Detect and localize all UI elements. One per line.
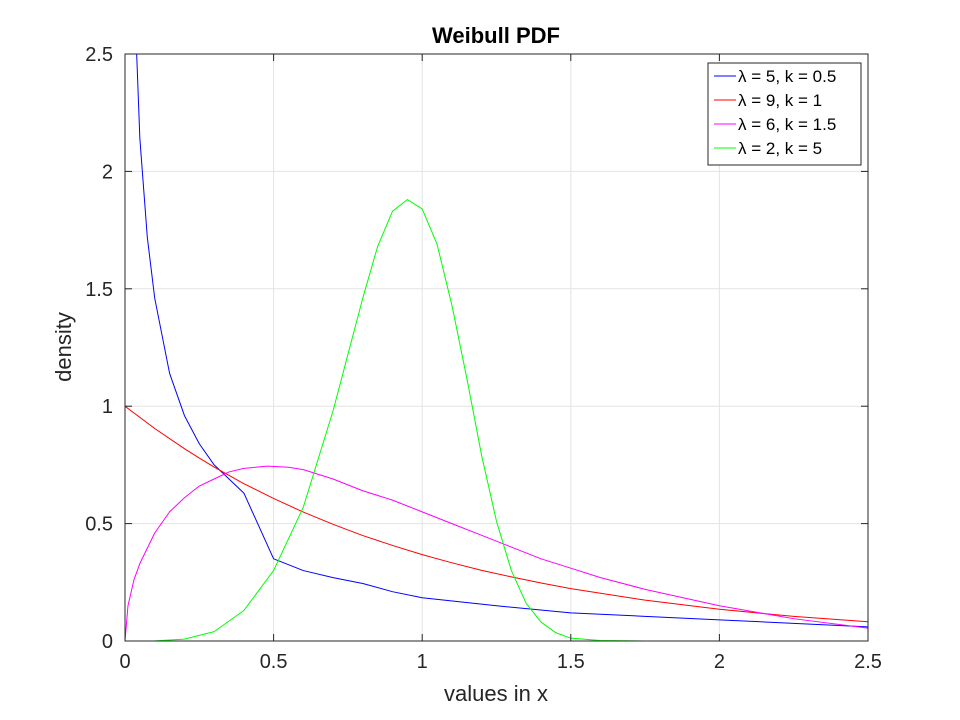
y-tick-label: 0 (102, 631, 113, 653)
x-tick-label: 2.5 (854, 651, 882, 673)
x-tick-label: 1.5 (557, 651, 585, 673)
y-axis-label: density (51, 312, 76, 382)
x-tick-label: 0 (119, 651, 130, 673)
legend-entry-label: λ = 5, k = 0.5 (738, 67, 836, 86)
legend-entry-label: λ = 2, k = 5 (738, 139, 822, 158)
y-tick-label: 2.5 (85, 44, 113, 66)
y-tick-label: 0.5 (85, 514, 113, 536)
x-axis-label: values in x (444, 681, 548, 706)
y-tick-label: 1 (102, 396, 113, 418)
axis-ticks: 0 0.5 1 1.5 2 2.5 0 0.5 1 1.5 2 2.5 (85, 44, 882, 673)
series-line-1 (136, 54, 868, 628)
x-tick-label: 0.5 (260, 651, 288, 673)
series-line-2 (125, 405, 868, 623)
grid-lines (124, 53, 869, 642)
y-tick-label: 2 (102, 161, 113, 183)
legend-entry-label: λ = 9, k = 1 (738, 91, 822, 110)
chart-title: Weibull PDF (432, 23, 560, 48)
y-tick-label: 1.5 (85, 279, 113, 301)
x-tick-label: 2 (714, 651, 725, 673)
plot-frame (124, 53, 869, 642)
x-tick-label: 1 (417, 651, 428, 673)
series-line-4 (125, 199, 868, 641)
legend-entry-label: λ = 6, k = 1.5 (738, 115, 836, 134)
series-layer (125, 54, 868, 641)
legend: λ = 5, k = 0.5 λ = 9, k = 1 λ = 6, k = 1.5… (707, 62, 862, 166)
series-line-3 (125, 465, 868, 641)
